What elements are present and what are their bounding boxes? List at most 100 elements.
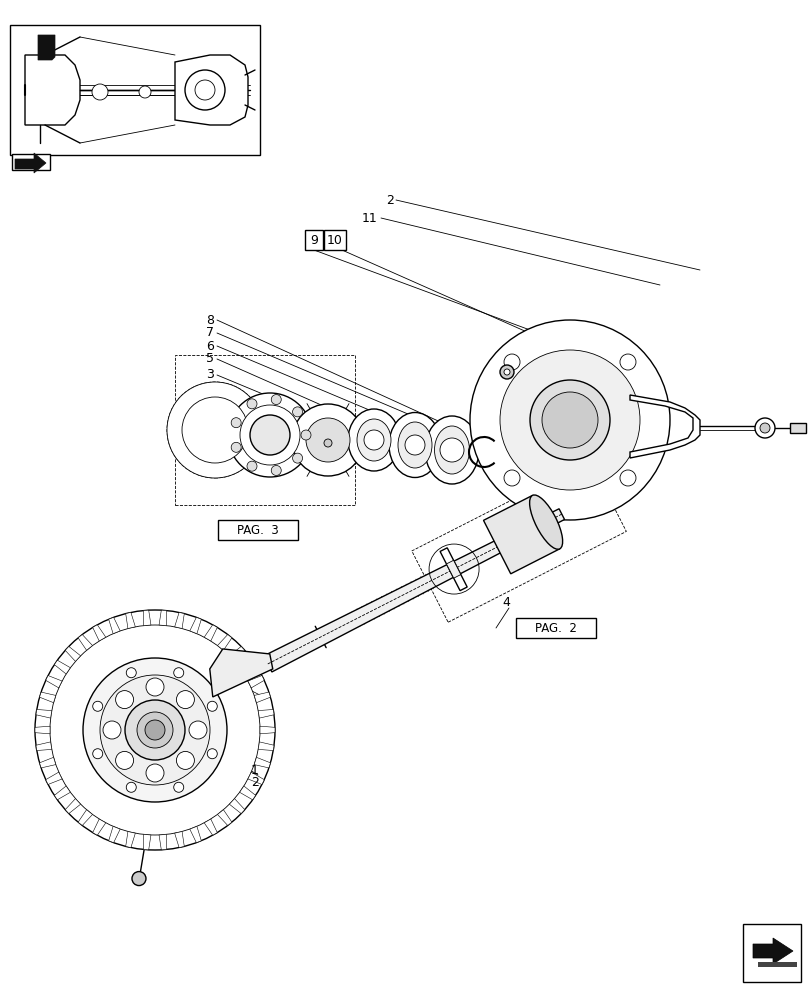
Polygon shape bbox=[65, 799, 80, 814]
Circle shape bbox=[324, 439, 332, 447]
Circle shape bbox=[228, 393, 311, 477]
Polygon shape bbox=[174, 612, 184, 628]
Polygon shape bbox=[254, 757, 270, 768]
Polygon shape bbox=[78, 635, 92, 650]
Circle shape bbox=[470, 320, 669, 520]
Circle shape bbox=[440, 438, 463, 462]
Ellipse shape bbox=[529, 495, 562, 549]
Circle shape bbox=[146, 678, 164, 696]
Text: 8: 8 bbox=[206, 314, 214, 326]
Circle shape bbox=[306, 418, 350, 462]
Circle shape bbox=[139, 86, 151, 98]
Bar bbox=[742, 924, 800, 982]
Bar bbox=[305, 230, 323, 250]
Polygon shape bbox=[204, 625, 217, 641]
Polygon shape bbox=[40, 757, 56, 768]
Circle shape bbox=[500, 350, 639, 490]
Text: 2: 2 bbox=[251, 776, 259, 788]
Bar bbox=[515, 618, 595, 638]
Polygon shape bbox=[174, 832, 184, 848]
Circle shape bbox=[759, 423, 769, 433]
Polygon shape bbox=[159, 610, 166, 626]
Polygon shape bbox=[239, 660, 255, 674]
Circle shape bbox=[174, 782, 183, 792]
Polygon shape bbox=[440, 548, 466, 591]
Polygon shape bbox=[190, 826, 201, 843]
Bar bbox=[324, 230, 345, 250]
Circle shape bbox=[83, 658, 227, 802]
Text: 9: 9 bbox=[310, 233, 318, 246]
Circle shape bbox=[231, 418, 241, 428]
Text: 2: 2 bbox=[385, 194, 393, 207]
Polygon shape bbox=[38, 35, 55, 60]
Circle shape bbox=[145, 720, 165, 740]
Circle shape bbox=[292, 404, 363, 476]
Polygon shape bbox=[483, 495, 559, 574]
Ellipse shape bbox=[434, 426, 469, 474]
Circle shape bbox=[146, 764, 164, 782]
Circle shape bbox=[363, 430, 384, 450]
Polygon shape bbox=[144, 610, 151, 626]
Polygon shape bbox=[36, 742, 52, 751]
Circle shape bbox=[231, 442, 241, 452]
Circle shape bbox=[189, 721, 207, 739]
Polygon shape bbox=[36, 709, 52, 718]
Polygon shape bbox=[15, 153, 46, 173]
Polygon shape bbox=[109, 617, 120, 634]
Circle shape bbox=[504, 354, 519, 370]
Circle shape bbox=[127, 782, 136, 792]
Circle shape bbox=[92, 701, 103, 711]
Polygon shape bbox=[78, 810, 92, 825]
Polygon shape bbox=[35, 726, 50, 734]
Polygon shape bbox=[217, 810, 232, 825]
Circle shape bbox=[185, 70, 225, 110]
Circle shape bbox=[530, 380, 609, 460]
Circle shape bbox=[132, 872, 146, 886]
Polygon shape bbox=[752, 938, 792, 964]
Circle shape bbox=[176, 751, 194, 769]
Circle shape bbox=[247, 461, 257, 471]
Polygon shape bbox=[229, 646, 244, 661]
Circle shape bbox=[292, 453, 303, 463]
Circle shape bbox=[115, 691, 134, 709]
Text: 6: 6 bbox=[206, 340, 213, 353]
Polygon shape bbox=[254, 692, 270, 703]
Polygon shape bbox=[40, 692, 56, 703]
Circle shape bbox=[127, 668, 136, 678]
Text: PAG.  3: PAG. 3 bbox=[237, 524, 278, 536]
Circle shape bbox=[137, 712, 173, 748]
Polygon shape bbox=[126, 832, 135, 848]
Ellipse shape bbox=[397, 422, 431, 468]
Polygon shape bbox=[209, 649, 272, 697]
Polygon shape bbox=[258, 742, 274, 751]
Circle shape bbox=[500, 365, 513, 379]
Polygon shape bbox=[159, 834, 166, 850]
Circle shape bbox=[207, 701, 217, 711]
Polygon shape bbox=[204, 819, 217, 835]
Circle shape bbox=[207, 749, 217, 759]
Circle shape bbox=[504, 470, 519, 486]
Circle shape bbox=[405, 435, 424, 455]
Circle shape bbox=[240, 405, 299, 465]
Polygon shape bbox=[258, 709, 274, 718]
Polygon shape bbox=[175, 55, 247, 125]
Circle shape bbox=[50, 625, 260, 835]
Text: PAG.  2: PAG. 2 bbox=[534, 621, 577, 634]
Bar bbox=[175, 355, 354, 505]
Polygon shape bbox=[629, 395, 699, 458]
Ellipse shape bbox=[388, 412, 440, 478]
Polygon shape bbox=[25, 55, 80, 125]
Circle shape bbox=[250, 415, 290, 455]
Circle shape bbox=[115, 751, 134, 769]
Polygon shape bbox=[45, 772, 62, 784]
Bar bbox=[217, 520, 298, 540]
Circle shape bbox=[271, 395, 281, 405]
Circle shape bbox=[92, 749, 103, 759]
Text: 5: 5 bbox=[206, 353, 214, 365]
Polygon shape bbox=[92, 819, 105, 835]
Circle shape bbox=[292, 407, 303, 417]
Text: 11: 11 bbox=[362, 212, 377, 225]
Text: 3: 3 bbox=[206, 368, 213, 381]
Circle shape bbox=[125, 700, 185, 760]
Polygon shape bbox=[217, 635, 232, 650]
